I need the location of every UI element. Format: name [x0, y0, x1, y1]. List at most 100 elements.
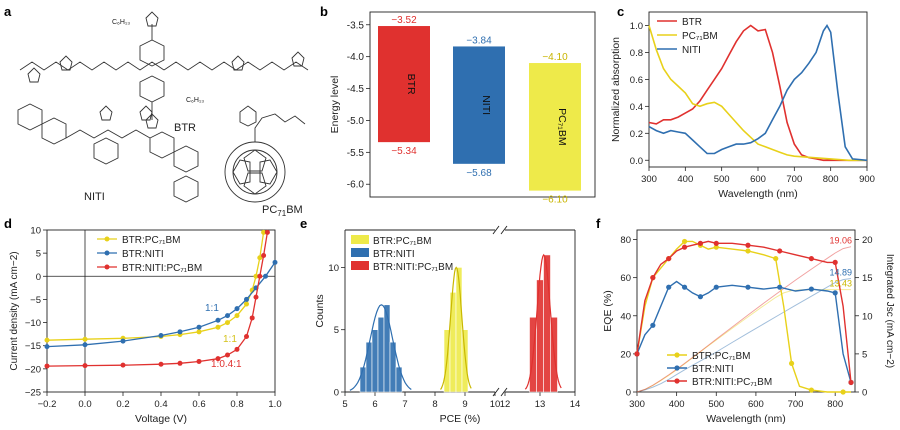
eqe-point — [840, 389, 846, 395]
jv-point — [261, 229, 267, 235]
jv-point — [225, 320, 230, 326]
x-tick-label: 300 — [641, 174, 657, 185]
eqe-point — [808, 286, 815, 292]
eqe-point — [777, 284, 783, 290]
gaussian-fit-1 — [440, 266, 472, 390]
y-tick-label: 0 — [334, 388, 339, 399]
eqe-point — [777, 248, 783, 254]
pcbm-structure — [224, 105, 306, 203]
eqe-point — [713, 240, 719, 246]
jv-point — [158, 333, 164, 339]
jv-point — [264, 229, 270, 235]
x-tick-label: 800 — [827, 399, 843, 410]
legend-label-0: BTR:PC₇₁BM — [122, 235, 180, 246]
btr-structure — [19, 11, 309, 129]
y-axis-label: Energy level — [329, 76, 341, 134]
ratio-label-niti: 1:1 — [205, 303, 219, 314]
jv-point — [244, 296, 249, 302]
x-tick-label: 400 — [677, 174, 693, 185]
x-tick-label: 600 — [748, 399, 764, 410]
axis-break-mark — [492, 225, 500, 235]
legend-label-1: BTR:NITI — [373, 249, 415, 260]
bar-category-label-0: BTR — [405, 74, 417, 95]
eqe-point — [745, 242, 751, 248]
jv-point — [263, 273, 268, 279]
ratio-label-pcbm: 1:1 — [223, 334, 237, 345]
eqe-point — [808, 387, 815, 393]
legend-marker-0 — [104, 236, 110, 242]
jv-point — [177, 329, 183, 335]
plot-frame — [636, 229, 856, 393]
jv-point — [234, 313, 240, 319]
panel-letter-a: a — [4, 4, 12, 19]
x-axis-label: Wavelength (nm) — [706, 413, 786, 425]
eqe-point — [713, 284, 719, 290]
y-tick-label: 0.6 — [630, 75, 643, 86]
axis-break-mark — [500, 387, 508, 397]
jv-point — [82, 363, 88, 369]
eqe-point — [681, 284, 688, 290]
absorption-line-1 — [648, 25, 867, 162]
x-tick-label: 300 — [629, 399, 645, 410]
eqe-point — [713, 244, 719, 250]
y2-tick-label: 15 — [862, 273, 873, 284]
legend-label-1: BTR:NITI — [692, 364, 734, 375]
legend-swatch-1 — [351, 248, 369, 257]
eqe-point — [634, 351, 640, 357]
legend-label-0: BTR:PC₇₁BM — [373, 236, 431, 247]
y-tick-label: -3.5 — [347, 20, 365, 31]
legend-label-2: BTR:NITI:PC₇₁BM — [122, 263, 202, 274]
axis-break-mark — [492, 387, 500, 397]
histogram-bar — [365, 341, 373, 393]
jv-point — [249, 315, 255, 321]
niti-label: NITI — [84, 191, 105, 203]
integrated-jsc-label-1: 14.89 — [829, 267, 852, 277]
jv-point — [253, 273, 259, 279]
jv-point — [177, 360, 183, 366]
y2-tick-label: 0 — [862, 388, 867, 399]
y-tick-label: 10 — [30, 226, 41, 237]
jv-point — [196, 324, 202, 330]
eqe-point — [697, 240, 704, 246]
homo-label-1: −5.68 — [466, 168, 492, 179]
y-tick-label: -4.5 — [347, 84, 365, 95]
y-tick-label: 5 — [36, 249, 41, 260]
eqe-point — [681, 238, 688, 245]
bar-category-label-2: PC₇₁BM — [556, 108, 568, 145]
jv-curve-chart: −0.2 0.0 0.2 0.4 0.6 0.8 1.0 10 5 0 −5 −10 −15 −20 −25… — [9, 226, 282, 426]
y-tick-label: −20 — [25, 364, 41, 375]
y-tick-label: 60 — [620, 273, 631, 284]
jv-point — [196, 329, 202, 335]
panel-letter-d: d — [4, 216, 12, 231]
gaussian-fit-0 — [349, 304, 412, 391]
y-axis-label: Current density (mA cm−2) — [9, 251, 20, 370]
panel-letter-e: e — [300, 216, 307, 231]
eqe-point — [697, 294, 704, 300]
x-tick-label: 10 — [490, 399, 501, 410]
legend-marker-1 — [674, 365, 680, 371]
jv-point — [44, 344, 50, 350]
jv-point — [257, 255, 263, 261]
y-tick-label: 0.2 — [630, 129, 643, 140]
y-tick-label: 10 — [328, 263, 339, 274]
x-tick-label: 1.0 — [268, 399, 281, 410]
gaussian-fit-2 — [524, 253, 562, 390]
jv-point — [257, 273, 263, 279]
x-tick-label: 5 — [342, 399, 347, 410]
y-tick-label: 0.0 — [630, 156, 643, 167]
eqe-point — [832, 259, 838, 265]
eqe-point — [666, 255, 672, 262]
y-tick-label: 80 — [620, 235, 631, 246]
legend-label-2: NITI — [682, 45, 701, 56]
jv-point — [120, 338, 126, 344]
eqe-point — [848, 379, 854, 386]
eqe-point — [788, 360, 795, 367]
y-tick-label: −15 — [25, 341, 41, 352]
y-tick-label: 0.8 — [630, 48, 643, 59]
y-tick-label: −5 — [30, 295, 41, 306]
y-tick-label: 1.0 — [630, 21, 643, 32]
y-tick-label: -5.5 — [347, 148, 365, 159]
x-tick-label: 6 — [372, 399, 377, 410]
x-tick-label: 0.8 — [230, 399, 243, 410]
